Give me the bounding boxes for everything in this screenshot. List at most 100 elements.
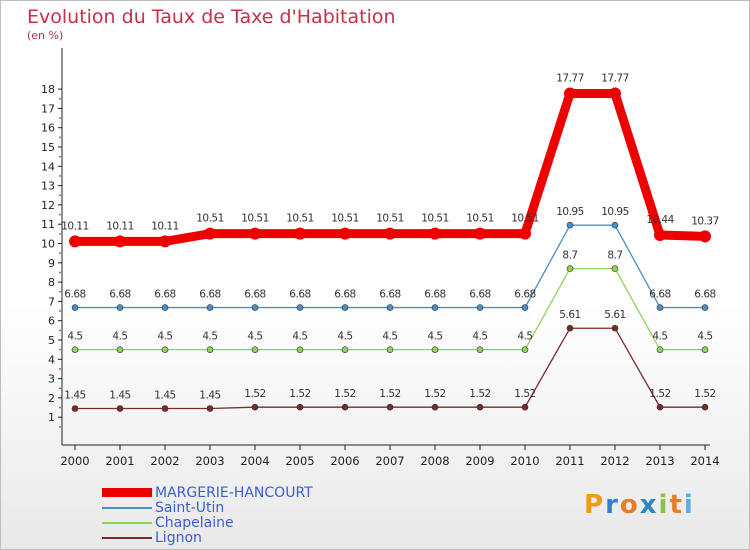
data-label: 10.51 [241, 213, 269, 225]
data-label: 1.52 [334, 388, 355, 400]
data-label: 1.52 [424, 388, 445, 400]
y-minor-tick [59, 155, 61, 158]
data-point [386, 346, 394, 353]
logo-letter: i [683, 490, 695, 520]
data-point [611, 324, 619, 332]
data-label: 6.68 [694, 289, 715, 301]
data-label: 1.52 [694, 388, 715, 400]
legend-swatch [102, 506, 152, 509]
legend-item: MARGERIE-HANCOURT [102, 485, 313, 501]
data-point [611, 221, 619, 229]
data-label: 17.77 [556, 73, 584, 85]
y-minor-tick [59, 425, 61, 428]
data-point [701, 346, 709, 353]
y-tick-label: 1 [48, 411, 55, 424]
data-point [159, 235, 171, 248]
y-tick-label: 11 [41, 218, 55, 231]
y-minor-tick [59, 406, 61, 409]
x-tick-label: 2006 [330, 454, 359, 468]
data-label: 4.5 [382, 331, 397, 343]
data-point [564, 87, 576, 100]
data-point [161, 405, 169, 412]
data-label: 4.5 [67, 331, 82, 343]
data-label: 6.68 [379, 289, 400, 301]
data-label: 4.5 [472, 331, 487, 343]
data-point [701, 304, 709, 311]
y-minor-tick [59, 348, 61, 351]
data-label: 1.52 [649, 388, 670, 400]
data-label: 6.68 [514, 289, 535, 301]
data-point [204, 227, 216, 240]
data-label: 10.44 [646, 214, 674, 226]
data-label: 1.52 [514, 388, 535, 400]
y-tick-label: 15 [41, 141, 55, 154]
y-tick-label: 9 [48, 257, 55, 270]
data-point [386, 304, 394, 311]
data-point [161, 346, 169, 353]
x-tick-label: 2001 [105, 454, 134, 468]
data-point [341, 346, 349, 353]
legend-item: Saint-Utin [102, 500, 224, 516]
x-tick-label: 2012 [600, 454, 629, 468]
chart-unit: (en %) [27, 29, 64, 42]
legend-item: Lignon [102, 530, 202, 546]
data-label: 4.5 [517, 331, 532, 343]
y-minor-tick [59, 252, 61, 255]
logo-letter: P [584, 490, 606, 520]
x-tick-label: 2004 [240, 454, 269, 468]
data-label: 6.68 [289, 289, 310, 301]
data-label: 6.68 [64, 289, 85, 301]
data-point [476, 346, 484, 353]
y-minor-tick [59, 387, 61, 390]
data-label: 6.68 [109, 289, 130, 301]
data-label: 10.51 [331, 213, 359, 225]
y-tick-label: 3 [48, 373, 55, 386]
data-label: 10.51 [466, 213, 494, 225]
data-label: 10.95 [556, 206, 584, 218]
data-label: 6.68 [154, 289, 175, 301]
data-point [71, 304, 79, 311]
y-tick-label: 7 [48, 295, 55, 308]
logo-letter: i [658, 490, 670, 520]
y-tick-label: 2 [48, 392, 55, 405]
data-point [296, 403, 304, 411]
data-point [206, 304, 214, 311]
data-label: 17.77 [601, 73, 629, 85]
y-minor-tick [59, 117, 61, 119]
data-point [656, 304, 664, 311]
data-point [476, 403, 484, 411]
y-minor-tick [59, 136, 61, 139]
data-label: 4.5 [337, 331, 352, 343]
y-minor-tick [59, 213, 61, 216]
chart-title: Evolution du Taux de Taxe d'Habitation [27, 6, 396, 28]
y-minor-tick [59, 290, 61, 293]
data-label: 1.45 [64, 390, 85, 402]
legend-label: Chapelaine [155, 514, 234, 531]
x-tick-label: 2014 [690, 454, 719, 468]
y-tick-label: 4 [48, 353, 55, 366]
data-point [699, 230, 711, 243]
data-label: 4.5 [202, 331, 217, 343]
data-label: 4.5 [427, 331, 442, 343]
data-point [249, 227, 261, 240]
data-point [566, 324, 574, 332]
data-label: 1.45 [199, 390, 220, 402]
data-point [114, 235, 126, 248]
y-minor-tick [59, 329, 61, 332]
proxiti-logo: Proxiti [584, 490, 695, 520]
data-label: 10.51 [196, 213, 224, 225]
data-point [206, 405, 214, 412]
y-tick-label: 17 [41, 102, 55, 115]
data-point [521, 346, 529, 353]
data-point [341, 304, 349, 311]
data-label: 6.68 [649, 289, 670, 301]
data-label: 10.51 [376, 213, 404, 225]
y-tick-label: 10 [41, 238, 55, 251]
data-label: 4.5 [292, 331, 307, 343]
y-minor-tick [59, 97, 61, 100]
data-label: 1.45 [109, 390, 130, 402]
legend-swatch [102, 521, 152, 524]
data-label: 5.61 [604, 309, 625, 321]
x-tick-label: 2008 [420, 454, 449, 468]
data-label: 4.5 [247, 331, 262, 343]
